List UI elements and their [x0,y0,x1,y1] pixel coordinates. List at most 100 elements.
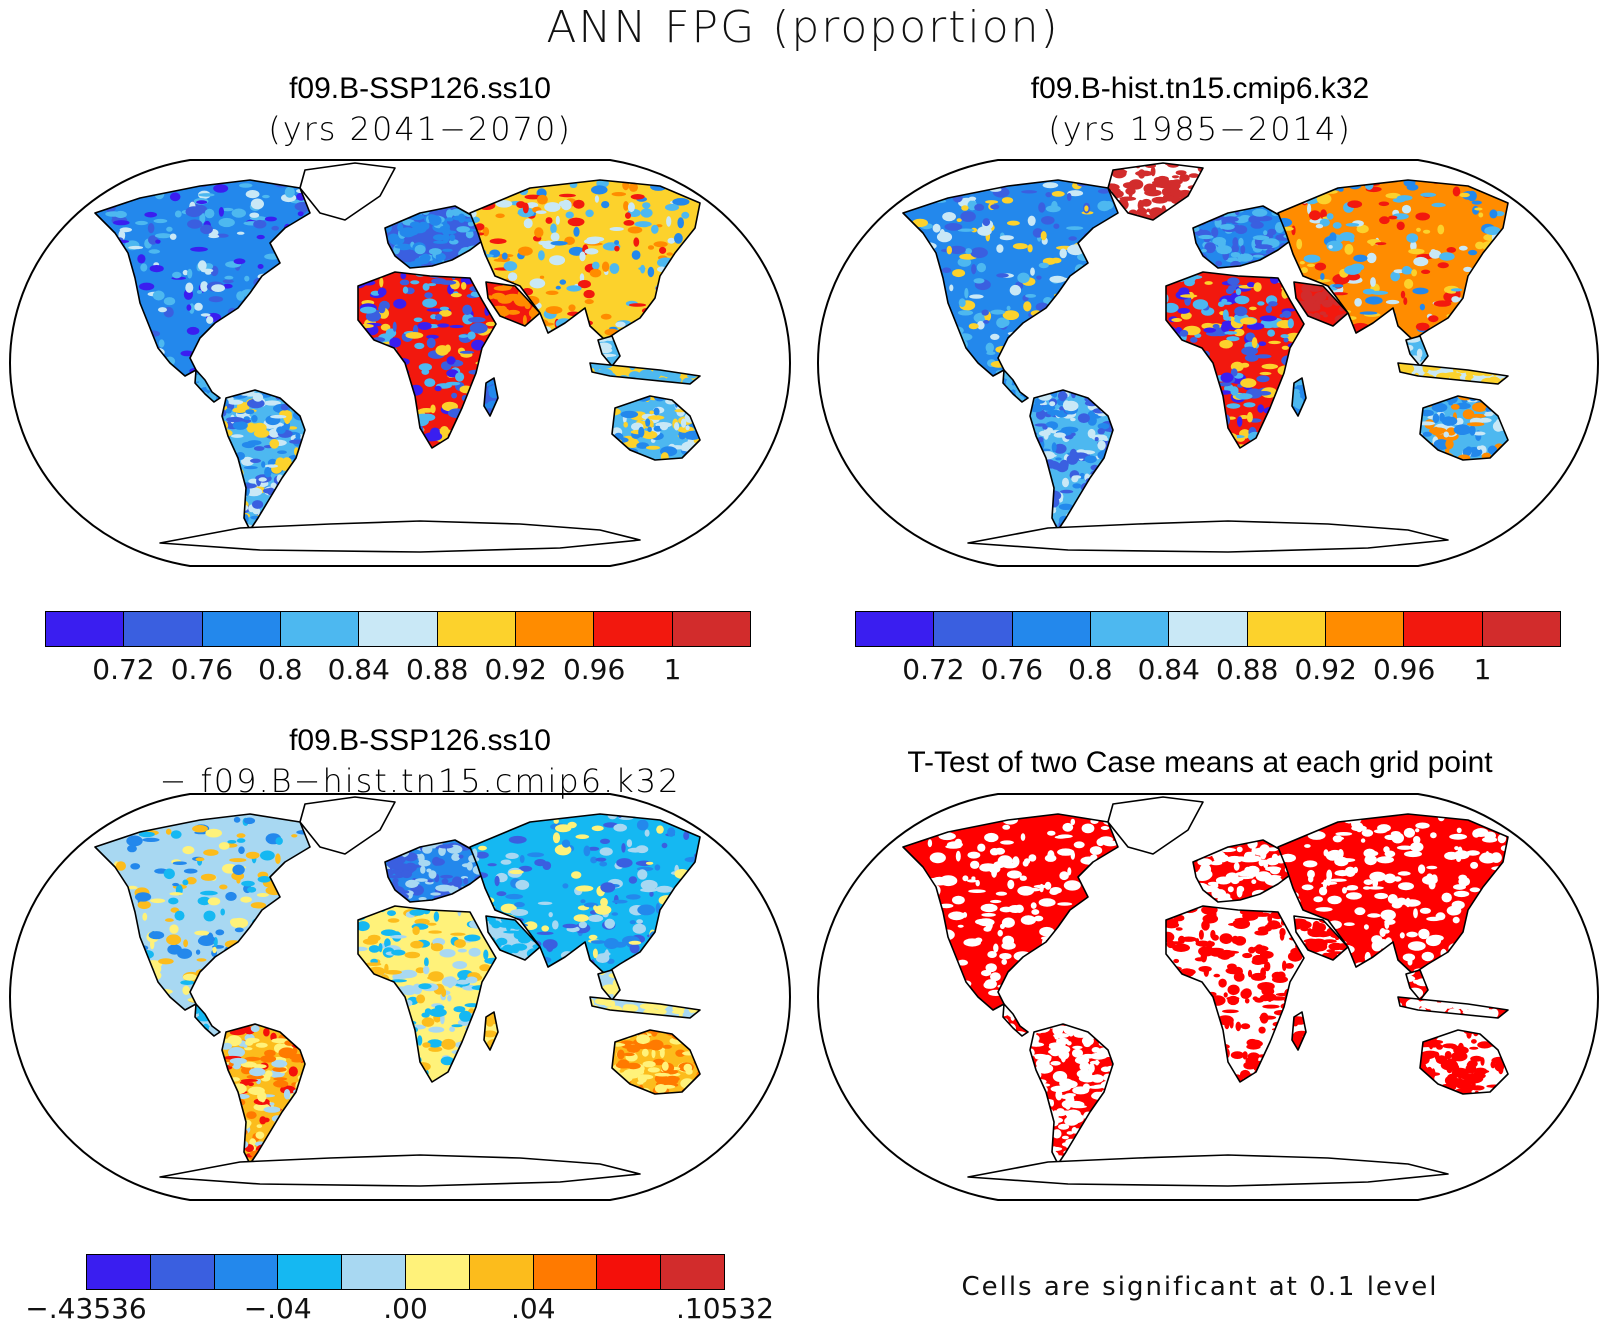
coastline [1291,377,1307,417]
colorbar-tick-label: 0.96 [562,653,626,686]
colorbar-tick-label: .00 [383,1292,428,1325]
colorbar-tick-label: 0.92 [484,653,547,686]
land-africa [358,272,496,448]
colorbar-swatch [150,1255,215,1289]
panel-title-years: (yrs 2041−2070) [268,110,572,148]
coastline [597,969,621,1001]
colorbar-tick-label: 0.8 [1068,653,1113,686]
colorbar-tick-label: 1 [663,653,682,686]
land-madagascar [1292,378,1306,416]
coastline [967,1154,1449,1187]
colorbar-tick-label: 0.88 [406,653,469,686]
panel-title-bottom-left: f09.B-SSP126.ss10 − f09.B−hist.tn15.cmip… [40,722,800,802]
colorbar-tick-label: .04 [511,1292,556,1325]
panel-title-top-left: f09.B-SSP126.ss10 (yrs 2041−2070) [40,70,800,150]
land-antarctica [968,521,1448,552]
colorbar-swatch [202,612,281,646]
colorbar-tick-label: −.04 [243,1292,312,1325]
colorbar-swatch [278,1255,343,1289]
coastline [1002,369,1029,403]
land-antarctica [160,521,640,552]
coastline [221,1023,306,1165]
land-northAmerica [95,814,310,1010]
panel-title-case: f09.B-SSP126.ss10 [289,724,551,757]
colorbar-tick-label: 0.96 [1372,653,1436,686]
colorbar-swatch [214,1255,279,1289]
coastline [1107,162,1204,221]
panel-title-bottom-right: T-Test of two Case means at each grid po… [907,746,1493,779]
colorbar-tick-label: 0.76 [170,653,234,686]
coastline [357,271,497,449]
figure-title: ANN FPG (proportion) [546,2,1060,53]
colorbar-swatch [597,1255,662,1289]
colorbar-swatch [46,612,125,646]
land-australia [1420,1030,1508,1094]
map-top-right [816,159,1600,567]
coastline [485,281,541,327]
colorbar-ticks-top-right: 0.72 0.76 0.8 0.84 0.88 0.92 0.96 1 [855,653,1561,693]
coastline [1029,389,1114,531]
coastline [469,179,701,341]
coastline [384,839,487,903]
land-northAmerica [95,180,310,376]
map-projection-frame [8,793,792,1201]
coastline [597,335,621,367]
colorbar-swatch [124,612,203,646]
land-madagascar [484,378,498,416]
coastline [1293,915,1349,961]
panel-title-top-right: f09.B-hist.tn15.cmip6.k32 (yrs 1985−2014… [820,70,1580,150]
coastline [194,1003,221,1037]
coastline [1405,969,1429,1001]
coastline [1293,281,1349,327]
colorbar-swatch [1325,612,1405,646]
coastline [1192,205,1295,269]
colorbar-swatch [934,612,1013,646]
colorbar-swatch [359,612,438,646]
land-asia [470,814,700,974]
significance-note: Cells are significant at 0.1 level [961,1272,1439,1302]
colorbar-bottom-left [86,1254,725,1290]
panel-title-case: f09.B-SSP126.ss10 [289,72,551,105]
coastline [1405,335,1429,367]
coastline [611,1029,701,1095]
colorbar-swatch [515,612,595,646]
coastline [1277,813,1509,975]
colorbar-swatch [87,1255,151,1289]
colorbar-swatch [469,1255,534,1289]
colorbar-swatch [1482,612,1560,646]
coastline [357,905,497,1083]
colorbar-top-left [45,611,751,647]
map-bottom-right [816,793,1600,1201]
coastline [1165,271,1305,449]
coastline [221,389,306,531]
colorbar-tick-label: 0.76 [980,653,1044,686]
land-australia [612,1030,700,1094]
colorbar-tick-label: 0.92 [1294,653,1357,686]
map-projection-frame [816,793,1600,1201]
colorbar-swatch [1247,612,1326,646]
map-top-left [8,159,792,567]
panel-title-years: (yrs 1985−2014) [1048,110,1352,148]
colorbar-swatch [1169,612,1248,646]
land-antarctica [968,1155,1448,1186]
colorbar-tick-label: 1 [1473,653,1492,686]
colorbar-tick-label: 0.72 [902,653,965,686]
land-madagascar [1292,1012,1306,1050]
land-asia [1278,814,1508,974]
coastline [1419,395,1509,461]
colorbar-tick-label: 0.84 [1137,653,1200,686]
land-antarctica [160,1155,640,1186]
coastline [1192,839,1295,903]
coastline [1165,905,1305,1083]
colorbar-swatch [594,612,673,646]
colorbar-swatch [405,1255,470,1289]
map-bottom-left [8,793,792,1201]
coastline [1002,1003,1029,1037]
colorbar-swatch [1404,612,1483,646]
colorbar-top-right [855,611,1561,647]
colorbar-tick-label: 0.8 [258,653,303,686]
coastline [611,395,701,461]
coastline [159,520,641,553]
land-northAmerica [903,180,1118,376]
coastline [967,520,1449,553]
